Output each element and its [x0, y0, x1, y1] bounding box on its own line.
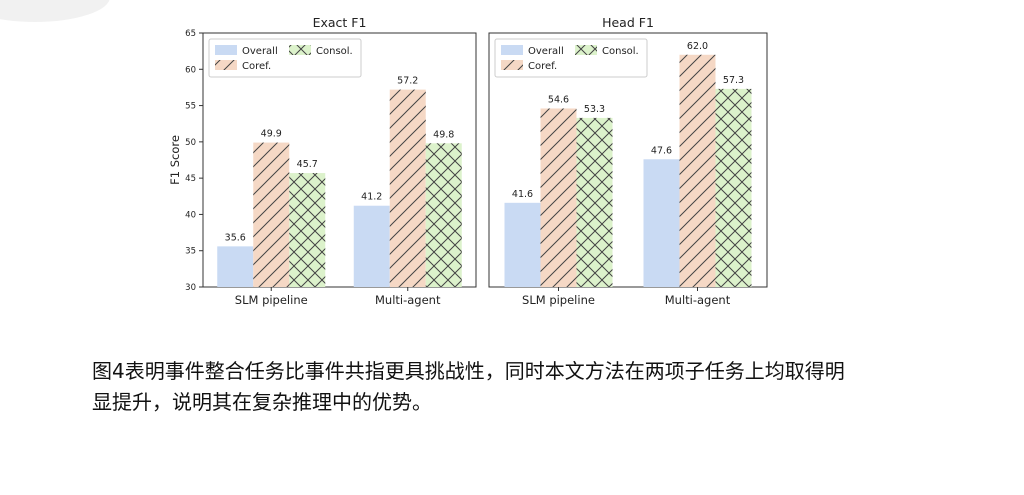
legend-swatch-hatch — [289, 45, 311, 55]
bar-value-label: 57.3 — [723, 75, 744, 86]
bar-fill — [353, 205, 390, 287]
bar-value-label: 54.6 — [548, 94, 569, 105]
bar-value-label: 49.9 — [261, 129, 282, 140]
y-tick-label: 45 — [185, 174, 196, 184]
bar-overall — [504, 202, 541, 287]
legend-box — [208, 38, 362, 78]
bar-hatch — [253, 142, 290, 287]
y-tick-label: 65 — [185, 29, 196, 39]
bar-value-label: 49.8 — [433, 129, 454, 140]
y-tick-label: 30 — [185, 283, 196, 293]
y-tick-label: 40 — [185, 210, 196, 220]
caption-paragraph: 图4表明事件整合任务比事件共指更具挑战性，同时本文方法在两项子任务上均取得明 显… — [92, 356, 972, 418]
y-tick-label: 55 — [185, 102, 196, 112]
legend-label: Overall — [528, 46, 564, 57]
bar-hatch — [389, 89, 426, 287]
bar-coref — [679, 54, 716, 288]
bar-value-label: 62.0 — [687, 41, 708, 52]
bar-value-label: 47.6 — [651, 145, 672, 156]
bar-value-label: 45.7 — [297, 159, 318, 170]
legend-label: Coref. — [528, 61, 557, 72]
bar-value-label: 41.6 — [512, 189, 533, 200]
legend-label: Consol. — [316, 46, 353, 57]
legend-swatch — [501, 45, 523, 55]
plot-frame — [202, 32, 477, 288]
bar-fill — [217, 246, 254, 287]
bar-value-label: 35.6 — [225, 232, 246, 243]
x-tick-label: SLM pipeline — [235, 293, 308, 307]
chart-title: Exact F1 — [313, 15, 367, 30]
legend-box — [494, 38, 648, 78]
chart-title: Head F1 — [602, 15, 654, 30]
bar-value-label: 53.3 — [584, 104, 605, 115]
bar-hatch — [425, 143, 462, 287]
chart-panel-1: Exact F1 30 35 40 45 50 55 60 65 F1 Score SLM pipe… — [168, 15, 477, 307]
y-tick-label: 50 — [185, 138, 196, 148]
bar-consol — [576, 117, 613, 287]
bar-value-label: 57.2 — [397, 76, 418, 87]
bar-consol — [715, 88, 752, 287]
bar-coref — [540, 108, 577, 287]
plot-frame — [488, 32, 768, 288]
bar-overall — [353, 205, 390, 287]
x-tick-label: Multi-agent — [375, 293, 441, 307]
bar-coref — [389, 89, 426, 287]
bar-hatch — [289, 173, 326, 287]
legend-label: Consol. — [602, 46, 639, 57]
legend-swatch-hatch — [215, 60, 237, 70]
y-tick-label: 60 — [185, 65, 196, 75]
bar-hatch — [715, 88, 752, 287]
bar-value-label: 41.2 — [361, 192, 382, 203]
bar-overall — [217, 246, 254, 287]
legend-swatch — [215, 45, 237, 55]
bar-coref — [253, 142, 290, 287]
legend-label: Overall — [242, 46, 278, 57]
x-tick-label: SLM pipeline — [522, 293, 595, 307]
bar-fill — [504, 202, 541, 287]
y-axis-label: F1 Score — [168, 135, 182, 185]
bar-fill — [643, 159, 680, 287]
legend-label: Coref. — [242, 61, 271, 72]
x-tick-label: Multi-agent — [665, 293, 731, 307]
caption-line-2: 显提升，说明其在复杂推理中的优势。 — [92, 390, 432, 414]
bar-consol — [425, 143, 462, 287]
grouped-bar-charts: Exact F1 30 35 40 45 50 55 60 65 F1 Score SLM pipe… — [168, 15, 768, 307]
bar-hatch — [540, 108, 577, 287]
bar-consol — [289, 173, 326, 287]
legend-swatch-hatch — [575, 45, 597, 55]
caption-line-1: 图4表明事件整合任务比事件共指更具挑战性，同时本文方法在两项子任务上均取得明 — [92, 359, 845, 383]
bar-overall — [643, 159, 680, 287]
bar-hatch — [679, 54, 716, 288]
legend-swatch-hatch — [501, 60, 523, 70]
y-tick-label: 35 — [185, 247, 196, 257]
bar-hatch — [576, 117, 613, 287]
chart-panel-2: Head F1 SLM pipeline 41.6 54.6 53.3 Multi-age… — [488, 15, 768, 307]
